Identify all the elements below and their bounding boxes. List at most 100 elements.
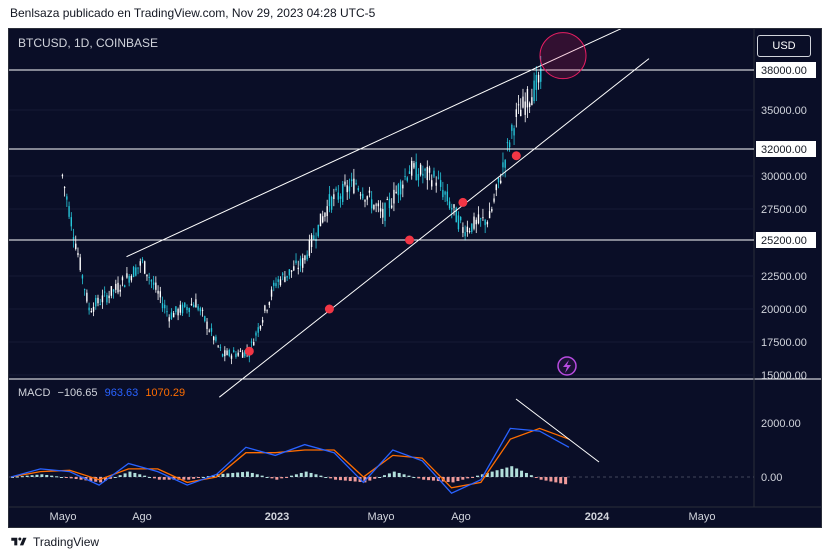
candle-body	[422, 173, 424, 176]
candle-body	[526, 88, 529, 108]
macd-hist-bar	[89, 477, 93, 482]
candle-body	[92, 306, 95, 312]
touch-marker	[458, 197, 468, 207]
macd-hist-bar	[402, 474, 406, 477]
level-label-box	[756, 232, 816, 248]
chart-frame[interactable]: 15000.00 17500.00 20000.00 22500.00 25200.00…	[8, 28, 822, 528]
candle-body	[150, 279, 153, 282]
macd-hist-bar	[451, 477, 455, 483]
macd-name: MACD	[18, 387, 51, 399]
macd-hist-bar	[45, 474, 49, 477]
x-tick-label: 2023	[265, 511, 289, 523]
candle-body	[166, 311, 168, 313]
candle-body	[513, 128, 515, 136]
macd-hist-bar	[466, 477, 470, 479]
candle-body	[103, 291, 106, 293]
macd-hist-bar	[148, 477, 152, 478]
candle-body	[353, 178, 355, 194]
x-tick-label: Ago	[451, 511, 471, 523]
lightning-icon[interactable]	[557, 356, 577, 376]
candle-body	[537, 74, 540, 83]
resistance-trendline	[126, 28, 622, 258]
macd-hist-bar	[524, 472, 528, 477]
macd-hist-bar	[265, 477, 269, 478]
macd-hist-bar	[397, 472, 401, 477]
macd-hist-bar	[520, 470, 524, 477]
macd-hist-bar	[529, 475, 533, 477]
candle-body	[335, 188, 337, 191]
macd-hist-bar	[368, 477, 372, 481]
candles	[61, 55, 542, 365]
macd-hist-bar	[319, 475, 323, 477]
candle-body	[241, 352, 244, 358]
macd-hist-bar	[270, 477, 274, 479]
candle-body	[511, 124, 513, 131]
candle-body	[88, 307, 90, 311]
candle-body	[275, 283, 277, 287]
symbol-label: BTCUSD, 1D, COINBASE	[18, 36, 159, 50]
candle-body	[446, 191, 449, 202]
candle-body	[230, 355, 233, 359]
candle-body	[473, 216, 475, 229]
candle-body	[184, 302, 186, 307]
macd-hist-bar	[15, 476, 19, 478]
candle-body	[493, 198, 495, 202]
candle-body	[192, 304, 195, 308]
y-tick-label: 25200.00	[761, 235, 807, 247]
macd-hist-bar	[118, 475, 122, 477]
macd-hist-bar	[35, 474, 39, 477]
y-tick-label: 38000.00	[761, 65, 807, 77]
x-tick-label: Ago	[132, 511, 152, 523]
candle-body	[368, 190, 371, 193]
chart-svg[interactable]: 15000.00 17500.00 20000.00 22500.00 25200.00…	[9, 28, 821, 527]
candle-body	[124, 285, 126, 288]
candle-body	[186, 307, 188, 311]
candle-body	[442, 189, 444, 198]
price-axis[interactable]	[754, 29, 821, 527]
candle-body	[244, 350, 246, 357]
candle-body	[61, 174, 64, 177]
candle-body	[181, 304, 184, 314]
candle-body	[528, 103, 531, 107]
candle-body	[132, 267, 135, 278]
support-trendline	[218, 58, 650, 398]
tradingview-logo-icon	[11, 537, 27, 546]
macd-hist-bar	[554, 477, 558, 483]
y-tick-label: 20000.00	[761, 304, 807, 316]
candle-body	[164, 304, 166, 309]
candle-body	[97, 297, 99, 304]
candle-body	[344, 181, 346, 185]
candle-body	[75, 243, 77, 249]
candle-body	[117, 282, 119, 293]
candle-body	[217, 345, 219, 347]
y-tick-label: 32000.00	[761, 144, 807, 156]
macd-line	[10, 427, 570, 494]
candle-body	[402, 184, 404, 189]
candle-body	[172, 313, 175, 318]
candle-body	[457, 215, 460, 230]
price-pane[interactable]	[9, 29, 754, 527]
candle-body	[322, 216, 324, 223]
candle-body	[235, 353, 237, 357]
y-tick-labels: 15000.00 17500.00 20000.00 22500.00 25200.00…	[756, 62, 816, 484]
macd-hist-bar	[412, 477, 416, 478]
candle-body	[308, 239, 311, 256]
candle-body	[448, 201, 451, 209]
candle-body	[431, 180, 433, 187]
candle-body	[119, 289, 121, 292]
candle-body	[199, 308, 202, 312]
macd-hist-bar	[162, 477, 166, 480]
candle-body	[77, 252, 79, 256]
candle-body	[504, 160, 506, 168]
candle-body	[188, 307, 190, 313]
macd-hist-bar	[250, 472, 254, 477]
candle-body	[168, 317, 170, 322]
candle-body	[379, 208, 382, 212]
currency-button[interactable]: USD	[757, 35, 811, 57]
macd-hist-value: 1070.29	[145, 387, 186, 399]
footer-brand: TradingView	[33, 535, 100, 549]
macd-hist-bar	[226, 473, 230, 477]
macd-hist-bar	[324, 477, 328, 478]
macd-hist-bar	[539, 477, 543, 480]
horizontal-levels	[9, 69, 754, 241]
